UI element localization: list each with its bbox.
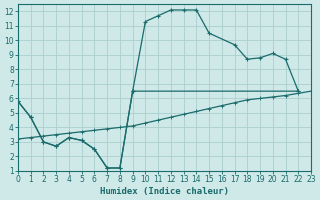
X-axis label: Humidex (Indice chaleur): Humidex (Indice chaleur) — [100, 187, 229, 196]
